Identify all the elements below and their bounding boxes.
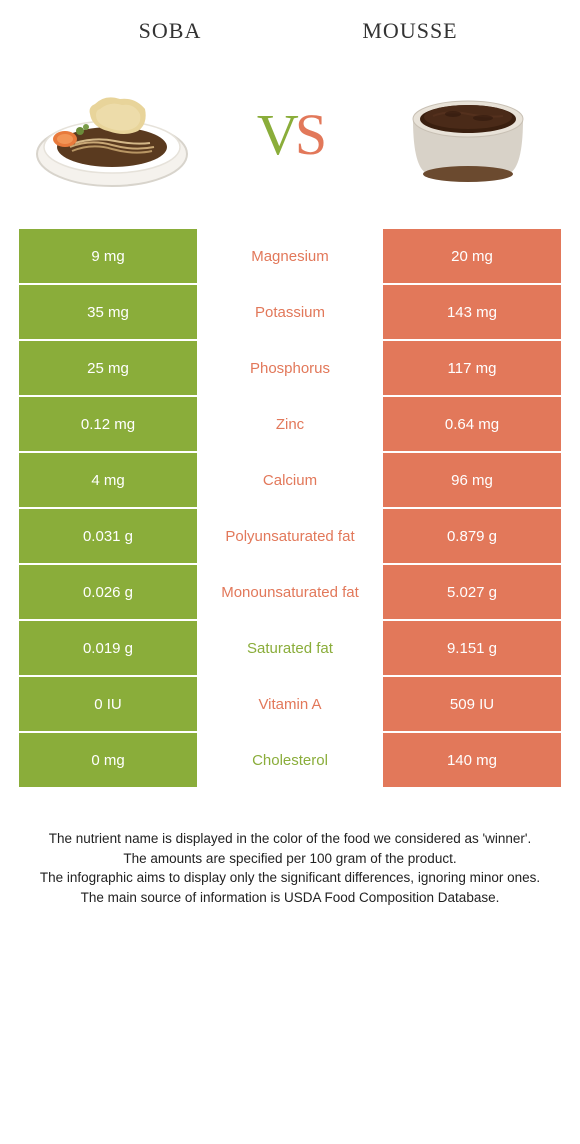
footer-line3: The infographic aims to display only the…	[30, 868, 550, 888]
nutrient-name: Potassium	[197, 285, 383, 339]
images-row: VS	[0, 54, 580, 229]
soba-image	[30, 69, 195, 199]
header-row: SOBA MOUSSE	[0, 0, 580, 54]
nutrient-name: Polyunsaturated fat	[197, 509, 383, 563]
infographic-container: SOBA MOUSSE VS	[0, 0, 580, 927]
right-value: 117 mg	[383, 341, 561, 395]
left-value: 0.019 g	[19, 621, 197, 675]
nutrient-name: Calcium	[197, 453, 383, 507]
right-value: 9.151 g	[383, 621, 561, 675]
right-value: 509 IU	[383, 677, 561, 731]
right-value: 143 mg	[383, 285, 561, 339]
left-value: 0.026 g	[19, 565, 197, 619]
mousse-image	[385, 69, 550, 199]
left-value: 35 mg	[19, 285, 197, 339]
nutrient-name: Monounsaturated fat	[197, 565, 383, 619]
vs-v: V	[257, 102, 295, 167]
nutrient-name: Phosphorus	[197, 341, 383, 395]
nutrient-name: Zinc	[197, 397, 383, 451]
right-value: 5.027 g	[383, 565, 561, 619]
table-row: 0 IUVitamin A509 IU	[19, 677, 561, 733]
footer-notes: The nutrient name is displayed in the co…	[0, 789, 580, 927]
comparison-table: 9 mgMagnesium20 mg35 mgPotassium143 mg25…	[19, 229, 561, 789]
footer-line4: The main source of information is USDA F…	[30, 888, 550, 908]
footer-line2: The amounts are specified per 100 gram o…	[30, 849, 550, 869]
table-row: 0 mgCholesterol140 mg	[19, 733, 561, 789]
right-value: 0.64 mg	[383, 397, 561, 451]
left-value: 4 mg	[19, 453, 197, 507]
left-value: 0 mg	[19, 733, 197, 787]
right-food-title: MOUSSE	[290, 18, 530, 44]
left-value: 9 mg	[19, 229, 197, 283]
vs-label: VS	[257, 101, 323, 168]
table-row: 0.12 mgZinc0.64 mg	[19, 397, 561, 453]
right-value: 20 mg	[383, 229, 561, 283]
right-value: 140 mg	[383, 733, 561, 787]
nutrient-name: Saturated fat	[197, 621, 383, 675]
left-value: 0 IU	[19, 677, 197, 731]
table-row: 0.026 gMonounsaturated fat5.027 g	[19, 565, 561, 621]
footer-line1: The nutrient name is displayed in the co…	[30, 829, 550, 849]
table-row: 25 mgPhosphorus117 mg	[19, 341, 561, 397]
table-row: 35 mgPotassium143 mg	[19, 285, 561, 341]
nutrient-name: Cholesterol	[197, 733, 383, 787]
left-food-title: SOBA	[50, 18, 290, 44]
nutrient-name: Magnesium	[197, 229, 383, 283]
table-row: 0.019 gSaturated fat9.151 g	[19, 621, 561, 677]
right-value: 0.879 g	[383, 509, 561, 563]
table-row: 9 mgMagnesium20 mg	[19, 229, 561, 285]
vs-s: S	[295, 102, 323, 167]
table-row: 0.031 gPolyunsaturated fat0.879 g	[19, 509, 561, 565]
table-row: 4 mgCalcium96 mg	[19, 453, 561, 509]
right-value: 96 mg	[383, 453, 561, 507]
left-value: 0.12 mg	[19, 397, 197, 451]
nutrient-name: Vitamin A	[197, 677, 383, 731]
left-value: 25 mg	[19, 341, 197, 395]
left-value: 0.031 g	[19, 509, 197, 563]
